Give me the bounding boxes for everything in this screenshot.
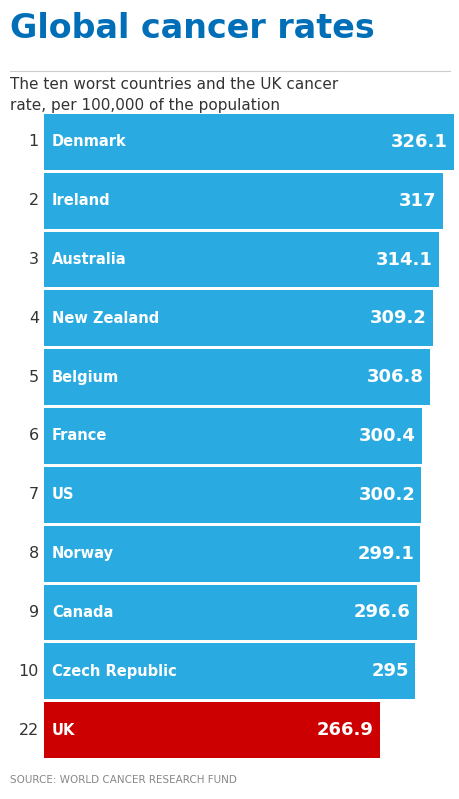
Text: 6: 6 <box>29 428 39 443</box>
Text: 299.1: 299.1 <box>356 545 413 562</box>
Text: New Zealand: New Zealand <box>52 311 159 326</box>
Bar <box>44 643 414 699</box>
Text: Canada: Canada <box>52 605 113 620</box>
Text: 300.2: 300.2 <box>358 486 414 504</box>
Text: SOURCE: WORLD CANCER RESEARCH FUND: SOURCE: WORLD CANCER RESEARCH FUND <box>10 775 236 785</box>
Text: US: US <box>52 487 74 503</box>
Text: 296.6: 296.6 <box>353 603 410 622</box>
Bar <box>44 232 438 288</box>
Text: 3: 3 <box>29 252 39 267</box>
Text: 317: 317 <box>398 192 436 209</box>
Text: Ireland: Ireland <box>52 193 110 209</box>
Text: Denmark: Denmark <box>52 134 127 149</box>
Text: Belgium: Belgium <box>52 370 119 384</box>
Bar <box>44 349 429 405</box>
Text: Czech Republic: Czech Republic <box>52 664 176 679</box>
Text: Norway: Norway <box>52 547 114 561</box>
Text: 2: 2 <box>29 193 39 209</box>
Text: 1: 1 <box>28 134 39 149</box>
Text: 8: 8 <box>28 547 39 561</box>
Bar <box>44 408 421 464</box>
Text: 7: 7 <box>29 487 39 503</box>
Text: 10: 10 <box>18 664 39 679</box>
Bar <box>44 585 416 640</box>
Text: 309.2: 309.2 <box>369 309 426 328</box>
Text: 9: 9 <box>29 605 39 620</box>
Text: 4: 4 <box>29 311 39 326</box>
Bar <box>44 702 379 758</box>
Bar <box>44 291 432 346</box>
Text: 5: 5 <box>29 370 39 384</box>
Text: 326.1: 326.1 <box>390 133 447 151</box>
Text: 295: 295 <box>370 662 408 680</box>
Text: 266.9: 266.9 <box>316 721 373 739</box>
Text: 306.8: 306.8 <box>366 368 423 386</box>
Text: France: France <box>52 428 107 443</box>
Text: Global cancer rates: Global cancer rates <box>10 12 374 45</box>
Text: The ten worst countries and the UK cancer
rate, per 100,000 of the population: The ten worst countries and the UK cance… <box>10 77 337 113</box>
Bar <box>44 114 453 170</box>
Text: 314.1: 314.1 <box>375 251 432 268</box>
Text: 22: 22 <box>19 722 39 737</box>
Bar <box>44 526 419 582</box>
Bar <box>44 467 420 523</box>
Text: Australia: Australia <box>52 252 126 267</box>
Text: 300.4: 300.4 <box>358 427 415 445</box>
Bar <box>44 173 442 229</box>
Text: UK: UK <box>52 722 75 737</box>
